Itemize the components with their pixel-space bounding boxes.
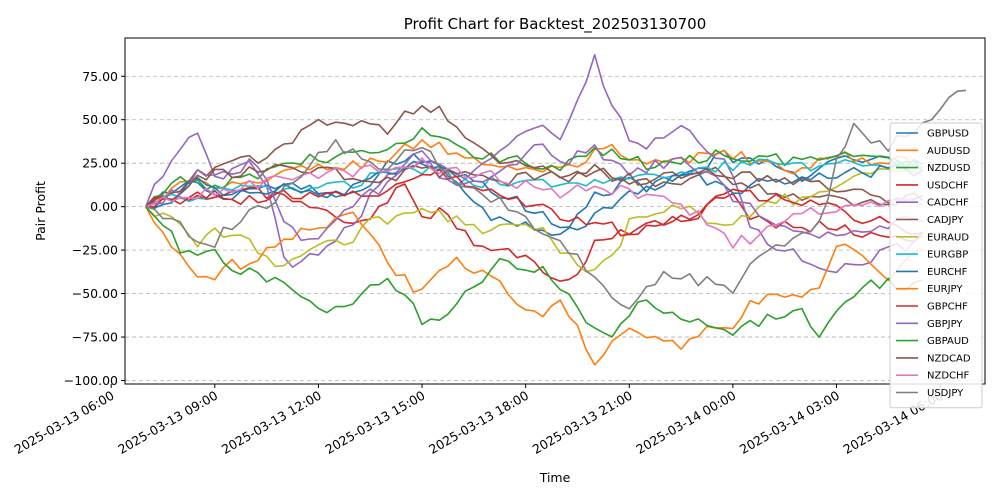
series-line-eurchf bbox=[145, 160, 924, 231]
legend-box bbox=[889, 122, 983, 409]
y-axis-label: Pair Profit bbox=[33, 181, 48, 241]
x-axis-label: Time bbox=[539, 470, 571, 485]
legend-label: USDJPY bbox=[927, 388, 964, 399]
legend-label: EURCHF bbox=[927, 267, 968, 278]
series-line-eurjpy bbox=[144, 206, 924, 366]
legend-label: AUDUSD bbox=[927, 146, 971, 157]
legend-label: EURJPY bbox=[927, 284, 963, 295]
series-line-cadjpy bbox=[145, 105, 924, 208]
y-tick-label: 0.00 bbox=[90, 199, 118, 214]
series-line-gbpjpy bbox=[145, 143, 924, 242]
legend-label: CADJPY bbox=[927, 215, 964, 226]
legend-label: GBPAUD bbox=[927, 336, 969, 347]
series-line-cadchf bbox=[144, 53, 924, 274]
legend-label: CADCHF bbox=[927, 198, 969, 209]
series-line-usdjpy bbox=[145, 89, 967, 310]
chart-title: Profit Chart for Backtest_202503130700 bbox=[404, 15, 707, 34]
series-line-gbpaud bbox=[145, 206, 924, 339]
legend-label: USDCHF bbox=[927, 180, 969, 191]
legend-label: NZDCAD bbox=[927, 353, 971, 364]
y-tick-label: −25.00 bbox=[72, 243, 118, 258]
y-tick-label: 25.00 bbox=[82, 156, 118, 171]
y-tick-label: −100.00 bbox=[64, 373, 118, 388]
y-tick-label: −50.00 bbox=[72, 286, 118, 301]
y-tick-label: −75.00 bbox=[72, 330, 118, 345]
series-line-gbpchf bbox=[145, 168, 923, 237]
legend-label: NZDCHF bbox=[927, 371, 970, 382]
plot-frame bbox=[124, 37, 986, 385]
legend-label: GBPJPY bbox=[927, 319, 963, 330]
y-tick-label: 50.00 bbox=[82, 112, 118, 127]
series-line-nzdchf bbox=[145, 157, 924, 249]
y-tick-label: 75.00 bbox=[82, 69, 118, 84]
legend-label: GBPCHF bbox=[927, 302, 968, 313]
legend-label: EURAUD bbox=[927, 232, 969, 243]
legend-label: GBPUSD bbox=[927, 129, 969, 140]
series-line-usdchf bbox=[145, 183, 924, 282]
series-lines bbox=[144, 53, 967, 366]
legend-label: NZDUSD bbox=[927, 163, 971, 174]
legend-label: EURGBP bbox=[927, 250, 968, 261]
legend: GBPUSD AUDUSD NZDUSD USDCHF CADCHF CADJPY EURA… bbox=[889, 122, 983, 409]
series-line-nzdcad bbox=[145, 163, 924, 208]
